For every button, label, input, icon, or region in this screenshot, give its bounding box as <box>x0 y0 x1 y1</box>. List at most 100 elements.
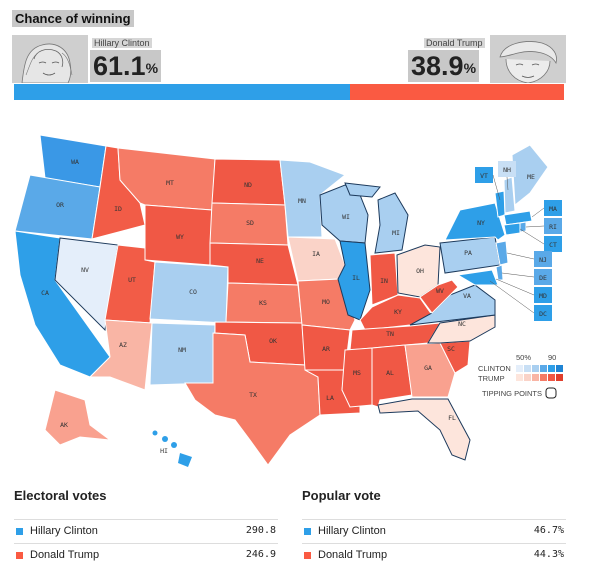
svg-text:OH: OH <box>416 267 424 275</box>
svg-text:WY: WY <box>176 233 184 241</box>
svg-text:IN: IN <box>380 277 388 285</box>
chance-bar-clinton <box>14 84 351 100</box>
popular-name: Donald Trump <box>318 549 388 561</box>
callout-ri[interactable]: RI <box>544 218 562 234</box>
clinton-avatar <box>12 35 88 83</box>
clinton-chance: 61.1% <box>90 50 162 82</box>
chance-title: Chance of winning <box>12 10 134 27</box>
svg-text:TX: TX <box>249 391 257 399</box>
state-co[interactable]: CO <box>149 261 229 324</box>
svg-text:WA: WA <box>71 158 79 166</box>
svg-text:ME: ME <box>527 173 535 181</box>
state-hi[interactable]: HI <box>152 430 193 468</box>
state-ar[interactable]: AR <box>301 324 351 371</box>
svg-text:ND: ND <box>244 181 252 189</box>
state-ri[interactable] <box>519 221 527 233</box>
chance-bar <box>14 84 564 100</box>
state-ms[interactable]: MS <box>341 347 373 408</box>
svg-text:CO: CO <box>189 288 197 296</box>
state-nj[interactable] <box>495 240 509 266</box>
svg-text:UT: UT <box>128 276 136 284</box>
state-fl[interactable]: FL <box>377 398 471 461</box>
svg-text:AK: AK <box>60 421 68 429</box>
popular-title: Popular vote <box>302 488 381 503</box>
svg-text:AR: AR <box>322 345 330 353</box>
state-mi[interactable]: MI <box>344 182 409 254</box>
svg-text:MD: MD <box>539 292 547 300</box>
callout-nj[interactable]: NJ <box>534 251 552 267</box>
svg-text:90: 90 <box>548 353 556 362</box>
svg-text:WV: WV <box>436 287 444 295</box>
callout-ct[interactable]: CT <box>544 236 562 252</box>
callout-leaders <box>489 174 545 314</box>
state-ak[interactable]: AK <box>44 389 112 446</box>
state-mo[interactable]: MO <box>297 278 356 331</box>
state-me[interactable] <box>511 144 549 206</box>
svg-text:TN: TN <box>386 330 394 338</box>
svg-text:RI: RI <box>549 223 557 231</box>
state-wy[interactable]: WY <box>144 204 213 266</box>
callout-me[interactable]: ME <box>527 173 535 181</box>
legend-trump-swatches <box>516 374 563 381</box>
state-il[interactable]: IL <box>337 240 371 321</box>
callout-ma[interactable]: MA <box>544 200 562 216</box>
callout-vt[interactable]: VT <box>475 167 493 183</box>
clinton-name: Hillary Clinton <box>92 38 152 48</box>
popular-name: Hillary Clinton <box>318 525 386 537</box>
svg-text:KS: KS <box>259 299 267 307</box>
state-nc[interactable]: NC <box>427 314 496 344</box>
svg-text:NY: NY <box>477 219 485 227</box>
svg-text:NH: NH <box>503 166 511 174</box>
electoral-row-trump: Donald Trump 246.9 <box>14 543 278 568</box>
svg-text:GA: GA <box>424 364 432 372</box>
svg-text:NJ: NJ <box>539 256 547 264</box>
svg-text:WI: WI <box>342 213 350 221</box>
callout-nh[interactable]: NH <box>498 161 516 177</box>
svg-text:MA: MA <box>549 205 557 213</box>
svg-text:AZ: AZ <box>119 341 127 349</box>
svg-text:AL: AL <box>386 369 394 377</box>
svg-text:CLINTON: CLINTON <box>478 364 511 373</box>
trump-name: Donald Trump <box>424 38 485 48</box>
svg-text:DC: DC <box>539 310 547 318</box>
state-sd[interactable]: SD <box>209 202 289 246</box>
state-nd[interactable]: ND <box>211 158 286 206</box>
svg-text:MS: MS <box>353 369 361 377</box>
svg-text:DE: DE <box>539 274 547 282</box>
state-ks[interactable]: KS <box>225 282 303 324</box>
state-or[interactable]: OR <box>14 174 101 240</box>
state-ny[interactable]: NY <box>444 202 506 241</box>
state-ma[interactable] <box>503 210 533 226</box>
svg-text:SD: SD <box>246 219 254 227</box>
map-legend: 50% 90 CLINTON TRUMP TIPPING POINTS <box>478 353 563 399</box>
svg-text:HI: HI <box>160 447 168 455</box>
svg-text:TIPPING POINTS: TIPPING POINTS <box>482 389 542 398</box>
trump-chance: 38.9% <box>408 50 480 82</box>
trump-avatar <box>490 35 566 83</box>
svg-text:50%: 50% <box>516 353 531 362</box>
svg-text:IA: IA <box>312 250 320 258</box>
electoral-value: 290.8 <box>245 525 276 536</box>
trump-swatch <box>16 552 23 559</box>
svg-text:OK: OK <box>269 337 277 345</box>
state-ct[interactable] <box>503 222 521 236</box>
state-de[interactable] <box>495 264 504 281</box>
state-nv[interactable]: NV <box>54 237 119 332</box>
chance-bar-trump <box>350 84 564 100</box>
state-nh[interactable] <box>503 176 516 214</box>
state-pa[interactable]: PA <box>439 236 501 274</box>
callout-de[interactable]: DE <box>534 269 552 285</box>
state-tx[interactable]: TX <box>184 332 321 466</box>
svg-text:KY: KY <box>394 308 402 316</box>
popular-value: 46.7% <box>533 525 564 536</box>
state-nm[interactable]: NM <box>149 322 216 386</box>
callout-dc[interactable]: DC <box>534 305 552 321</box>
state-md[interactable] <box>456 269 499 286</box>
state-wv[interactable]: WV <box>419 279 459 314</box>
svg-text:NC: NC <box>458 320 466 328</box>
svg-text:VT: VT <box>480 172 488 180</box>
callout-md[interactable]: MD <box>534 287 552 303</box>
svg-text:LA: LA <box>326 394 334 402</box>
svg-text:MO: MO <box>322 298 330 306</box>
state-ia[interactable]: IA <box>287 236 346 282</box>
